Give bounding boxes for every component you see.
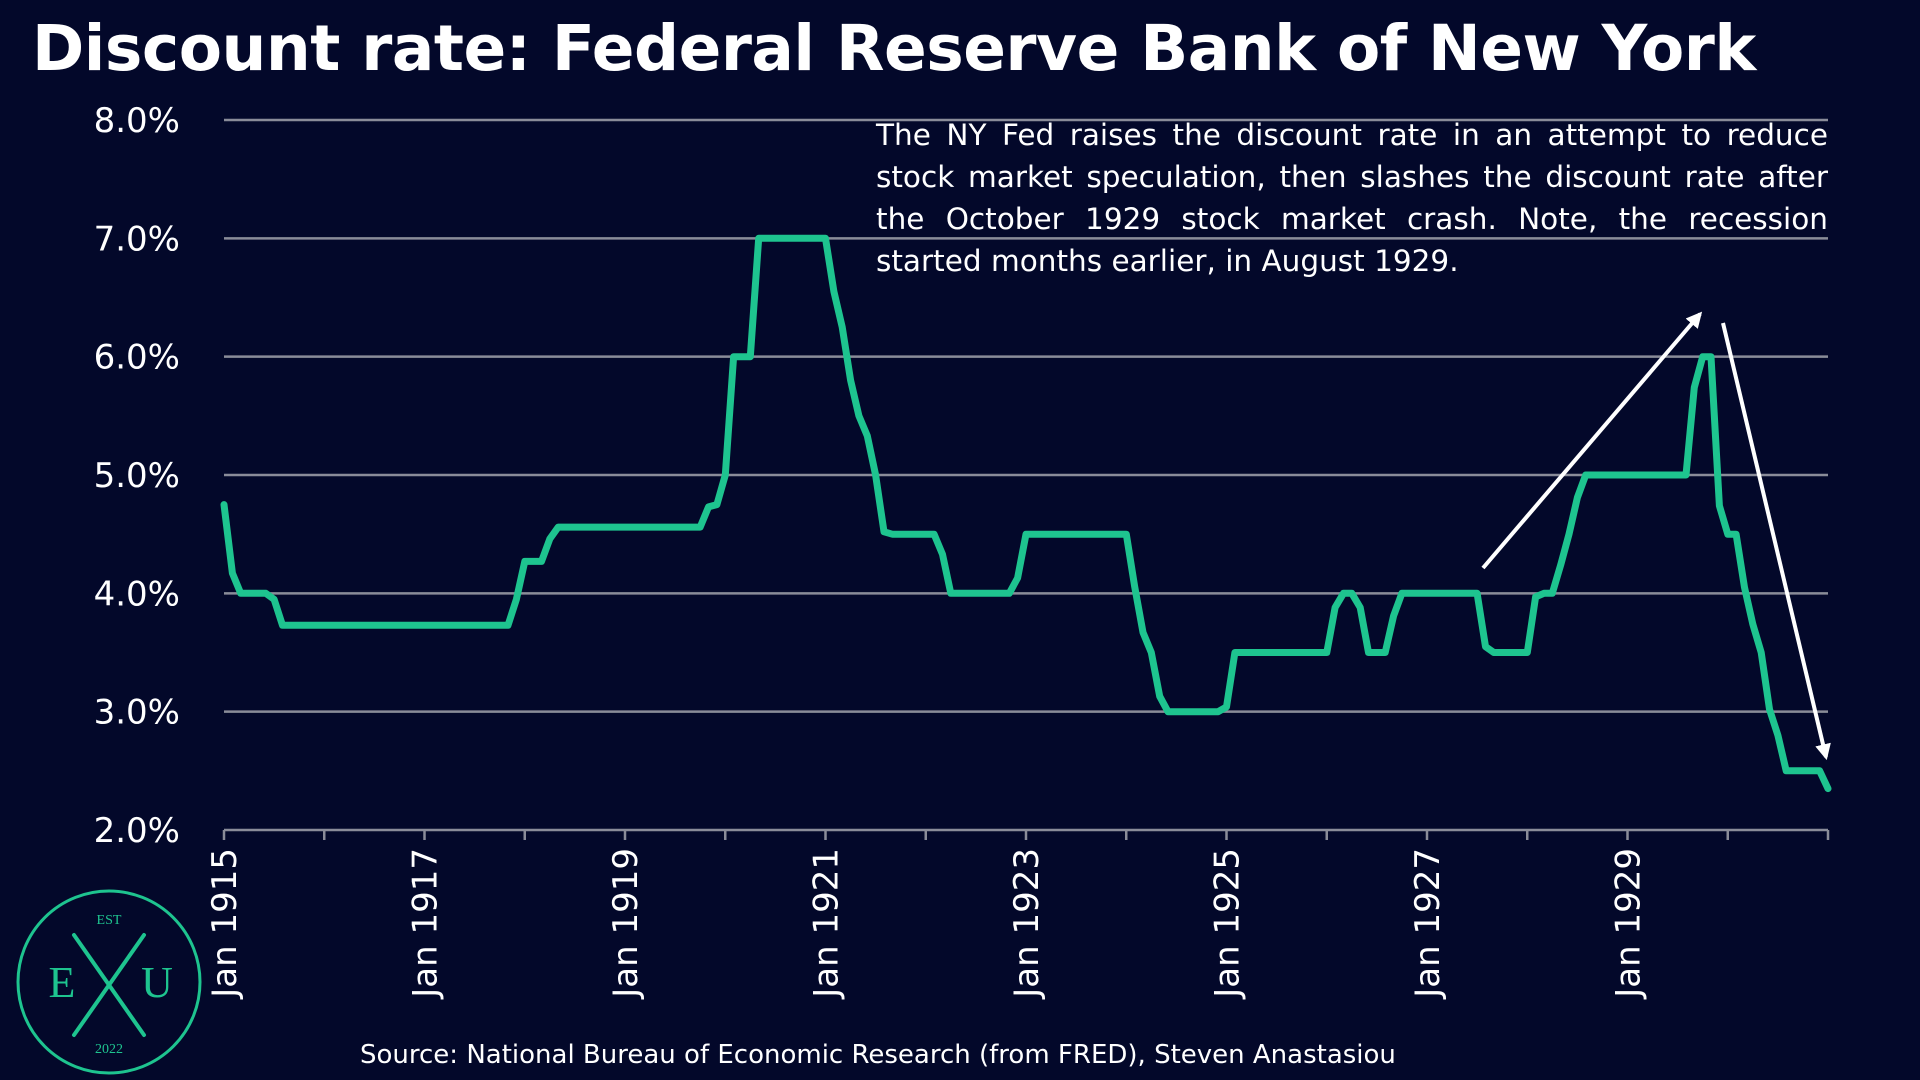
y-tick-label: 3.0% [94,693,180,733]
brand-logo: EST E U 2022 [16,889,202,1075]
logo-bottom-text: 2022 [95,1042,123,1057]
logo-top-text: EST [97,913,122,928]
logo-left-letter: E [49,958,76,1007]
chart-annotation: The NY Fed raises the discount rate in a… [876,118,1828,278]
logo-cross-2 [72,933,146,1037]
x-tick-label: Jan 1929 [1609,848,1649,1000]
x-tick-label: Jan 1919 [606,848,646,1000]
x-axis: Jan 1915 Jan 1917 Jan 1919 Jan 1921 Jan 1923… [205,828,1830,1000]
x-tick-label: Jan 1917 [406,848,446,1000]
series-line-discount-rate [220,234,1832,793]
logo-ring [16,889,202,1075]
y-tick-label: 8.0% [94,101,180,141]
y-tick-label: 2.0% [94,811,180,851]
y-tick-label: 6.0% [94,338,180,378]
y-tick-label: 5.0% [94,456,180,496]
chart-title: Discount rate: Federal Reserve Bank of N… [32,12,1756,85]
x-tick-label: Jan 1927 [1408,848,1448,1000]
source-note: Source: National Bureau of Economic Rese… [360,1040,1396,1070]
x-tick-label: Jan 1925 [1208,848,1248,1000]
x-tick-label: Jan 1923 [1007,848,1047,1000]
y-tick-label: 4.0% [94,574,180,614]
annotation-arrow-up [1481,311,1703,570]
series-group [220,234,1832,793]
gridlines [224,118,1828,713]
x-tick-label: Jan 1921 [807,848,847,1000]
y-tick-label: 7.0% [94,219,180,259]
x-tick-label: Jan 1915 [205,848,245,1000]
y-axis: 2.0% 3.0% 4.0% 5.0% 6.0% 7.0% 8.0% [94,101,180,851]
logo-right-letter: U [141,958,173,1007]
annotation-arrow-down [1721,322,1831,761]
